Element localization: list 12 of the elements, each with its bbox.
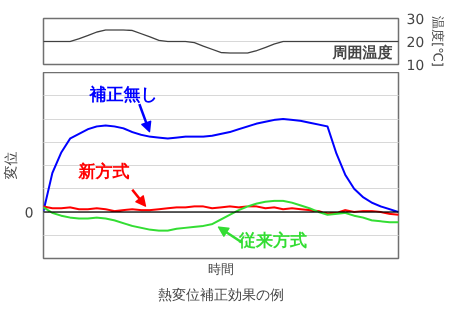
text: 熱変位補正効果の例 — [158, 288, 284, 304]
y-tick-label: 20 — [406, 35, 424, 51]
y-tick-label: 10 — [406, 58, 424, 74]
series-label: 新方式 — [77, 162, 130, 182]
text: 0 — [24, 206, 34, 222]
x-axis-title: 時間 — [208, 262, 234, 278]
annotation: 周囲温度 — [332, 44, 392, 62]
y-tick-label: 30 — [406, 12, 424, 28]
y-axis-title: 温度[℃] — [429, 16, 446, 67]
y-axis-title: 変位 — [4, 152, 20, 180]
legend-label: 従来方式 — [238, 230, 308, 251]
series-label: 補正無し — [88, 84, 158, 105]
